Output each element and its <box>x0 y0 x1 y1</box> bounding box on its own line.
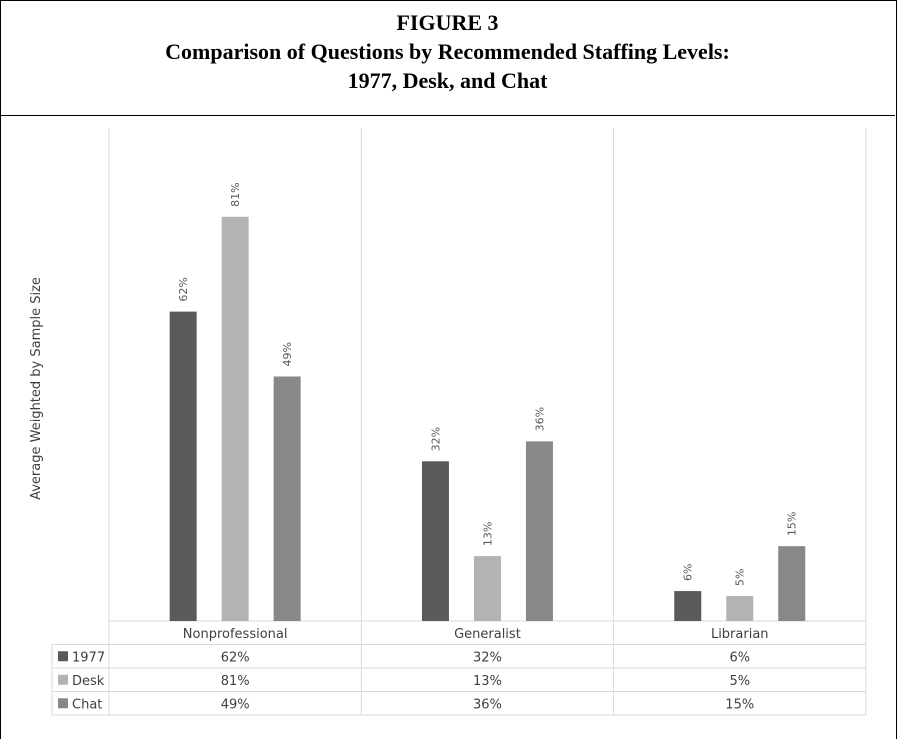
data-label-chat-nonprofessional: 49% <box>281 342 294 366</box>
data-label-desk-librarian: 5% <box>734 569 747 586</box>
table-cell-chat-librarian: 15% <box>725 697 754 712</box>
table-cell-1977-nonprofessional: 62% <box>221 650 250 665</box>
data-label-chat-generalist: 36% <box>533 407 546 431</box>
bar-desk-generalist <box>473 556 501 621</box>
bar-1977-generalist <box>421 461 449 621</box>
bar-1977-librarian <box>674 591 702 621</box>
data-label-desk-nonprofessional: 81% <box>229 182 242 206</box>
bar-1977-nonprofessional <box>169 311 197 621</box>
bar-chat-generalist <box>525 441 553 621</box>
data-label-1977-librarian: 6% <box>682 564 695 581</box>
table-cell-chat-generalist: 36% <box>473 697 502 712</box>
figure-title-box: FIGURE 3 Comparison of Questions by Reco… <box>0 0 895 116</box>
figure-title-line1: Comparison of Questions by Recommended S… <box>165 39 730 64</box>
data-label-chat-librarian: 15% <box>786 512 799 536</box>
table-cell-1977-generalist: 32% <box>473 650 502 665</box>
legend-label-desk: Desk <box>72 674 105 689</box>
category-label-generalist: Generalist <box>454 627 521 642</box>
bar-desk-librarian <box>726 596 754 621</box>
data-label-1977-generalist: 32% <box>429 427 442 451</box>
legend-key-chat <box>58 698 68 709</box>
legend-key-desk <box>58 674 68 685</box>
legend-key-1977 <box>58 651 68 662</box>
table-cell-desk-librarian: 5% <box>729 674 750 689</box>
table-cell-desk-generalist: 13% <box>473 674 502 689</box>
table-cell-desk-nonprofessional: 81% <box>221 674 250 689</box>
bar-chat-librarian <box>778 546 806 621</box>
legend-label-chat: Chat <box>72 697 102 712</box>
table-cell-1977-librarian: 6% <box>729 650 750 665</box>
table-cell-chat-nonprofessional: 49% <box>221 697 250 712</box>
bar-desk-nonprofessional <box>221 216 249 621</box>
y-axis-title: Average Weighted by Sample Size <box>29 277 44 500</box>
data-label-1977-nonprofessional: 62% <box>177 277 190 301</box>
figure-label: FIGURE 3 <box>396 10 499 35</box>
figure-title-line2: 1977, Desk, and Chat <box>347 68 548 93</box>
legend-label-1977: 1977 <box>72 650 105 665</box>
category-label-nonprofessional: Nonprofessional <box>183 627 288 642</box>
data-label-desk-generalist: 13% <box>481 522 494 546</box>
category-label-librarian: Librarian <box>711 627 769 642</box>
bar-chat-nonprofessional <box>273 376 301 621</box>
